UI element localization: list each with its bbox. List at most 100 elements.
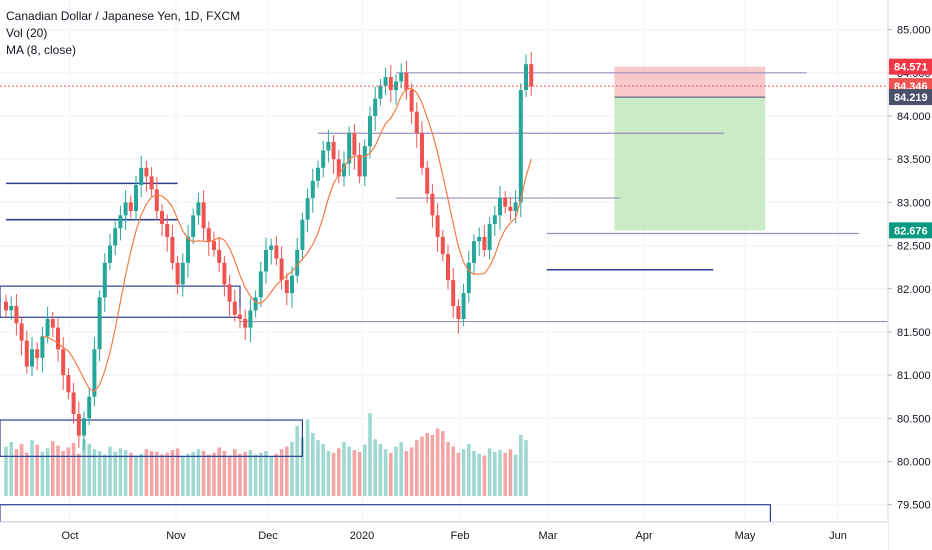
volume-bar <box>295 425 299 496</box>
volume-bar <box>9 442 13 496</box>
volume-bar <box>222 451 227 496</box>
candle-body <box>14 306 19 324</box>
volume-bar <box>149 451 154 496</box>
symbol-title[interactable]: Canadian Dollar / Japanese Yen, 1D, FXCM <box>6 9 241 23</box>
chart-legend: Canadian Dollar / Japanese Yen, 1D, FXCM… <box>6 8 240 59</box>
volume-bar <box>487 448 492 496</box>
price-tag-label: 82.676 <box>894 225 928 237</box>
price-tag-label: 84.219 <box>894 92 928 104</box>
volume-bar <box>40 451 45 496</box>
candle-body <box>284 280 289 294</box>
volume-bar <box>134 455 138 496</box>
volume-bar <box>415 440 419 496</box>
candle-body <box>45 318 50 337</box>
candle-body <box>222 262 227 285</box>
volume-bar <box>368 413 372 496</box>
volume-bar <box>342 442 346 496</box>
price-tick-label: 85.000 <box>897 25 931 37</box>
volume-bar <box>394 446 398 496</box>
volume-bar <box>201 451 206 496</box>
candle-body <box>82 418 86 436</box>
price-tick-label: 82.500 <box>897 241 931 253</box>
volume-bar <box>363 444 367 496</box>
candle-body <box>40 336 45 358</box>
candle-body <box>399 72 404 82</box>
volume-bar <box>186 453 190 496</box>
volume-bar <box>233 449 237 496</box>
candle-body <box>30 349 34 367</box>
candle-body <box>170 236 175 263</box>
volume-bar <box>113 451 117 496</box>
candle-body <box>508 206 513 212</box>
candle-body <box>310 180 315 199</box>
volume-bar <box>82 439 86 496</box>
volume-bar <box>217 447 221 496</box>
volume-bar <box>71 442 76 496</box>
ma-indicator-label[interactable]: MA (8, close) <box>6 43 77 57</box>
price-tag-bg <box>889 58 932 75</box>
volume-bar <box>77 453 81 496</box>
candle-body <box>165 223 170 237</box>
price-tick-label: 84.000 <box>897 111 931 123</box>
candle-body <box>76 414 81 436</box>
candle-body <box>238 314 242 319</box>
candle-body <box>498 198 502 216</box>
volume-bar <box>378 443 383 496</box>
volume-bar <box>493 451 497 496</box>
volume-bar <box>337 448 341 496</box>
candle-body <box>56 327 60 350</box>
volume-bar <box>207 454 211 496</box>
candle-body <box>326 141 331 151</box>
time-tick-label: Jun <box>829 530 847 542</box>
candle-body <box>368 115 372 147</box>
zone-box <box>0 504 772 523</box>
time-tick-label: Dec <box>258 530 278 542</box>
volume-bar <box>404 451 409 496</box>
volume-bar <box>477 453 481 496</box>
candle-body <box>466 262 471 294</box>
volume-bar <box>165 452 169 496</box>
volume-bar <box>373 439 377 496</box>
candle-body <box>347 133 352 164</box>
volume-bar <box>451 446 455 496</box>
volume-bar <box>508 449 513 496</box>
volume-bar <box>498 450 502 496</box>
candle-body <box>524 64 528 91</box>
volume-bar <box>519 434 523 496</box>
volume-indicator-label[interactable]: Vol (20) <box>6 26 48 40</box>
candle-body <box>4 301 8 311</box>
volume-bar <box>139 453 143 496</box>
volume-bar <box>472 451 476 496</box>
candle-body <box>425 167 430 194</box>
volume-bar <box>97 451 102 496</box>
candle-body <box>378 85 383 99</box>
price-tick-label: 81.500 <box>897 327 931 339</box>
candle-body <box>430 193 435 216</box>
volume-bar <box>357 451 362 496</box>
time-tick-label: Nov <box>166 530 186 542</box>
candle-body <box>123 202 128 216</box>
candle-body <box>118 215 123 229</box>
volume-bar <box>524 440 528 496</box>
volume-bar <box>4 446 8 496</box>
candle-body <box>290 275 294 294</box>
volume-bar <box>321 443 325 496</box>
volume-bar <box>300 437 305 496</box>
candle-body <box>149 176 154 190</box>
candle-body <box>113 228 118 246</box>
volume-bar <box>25 452 29 496</box>
candle-body <box>144 167 149 177</box>
candle-body <box>414 111 419 134</box>
candle-body <box>513 202 518 212</box>
candle-body <box>316 167 320 181</box>
candle-body <box>451 280 456 307</box>
candle-body <box>383 77 388 86</box>
volume-bar <box>503 452 507 496</box>
time-tick-label: Feb <box>451 530 470 542</box>
volume-bar <box>155 451 159 496</box>
volume-bar <box>264 451 268 496</box>
stop-loss-zone <box>614 66 766 98</box>
price-tag-label: 84.571 <box>894 62 928 74</box>
price-tick-label: 80.500 <box>897 413 931 425</box>
